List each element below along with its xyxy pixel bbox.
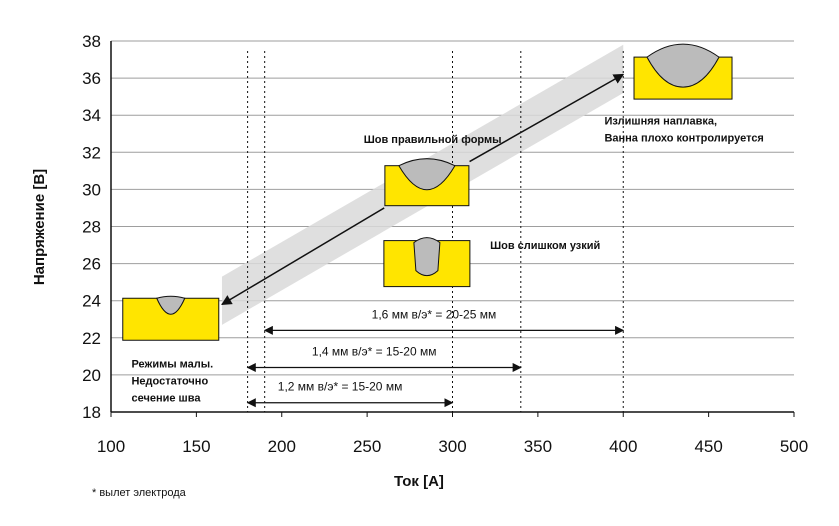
trend-arrows xyxy=(221,73,625,306)
annotation-correct: Шов правильной формы xyxy=(364,134,502,146)
trend-arrow-2 xyxy=(221,207,385,306)
y-tick-label: 28 xyxy=(82,218,101,237)
annotations: Режимы малы. Недостаточно сечение шва Шов п… xyxy=(131,115,763,404)
annotation-line: Недостаточно xyxy=(131,375,208,387)
weld-profile-small xyxy=(122,295,220,341)
weld-profile-narrow xyxy=(383,237,471,288)
trend-arrow-1 xyxy=(469,73,625,163)
footnote: * вылет электрода xyxy=(92,487,187,499)
y-tick-label: 24 xyxy=(82,292,101,311)
x-tick-label: 250 xyxy=(353,437,381,456)
annotation-line: Излишняя наплавка, xyxy=(604,115,717,127)
y-tick-label: 22 xyxy=(82,329,101,348)
annotation-line: Шов слишком узкий xyxy=(490,240,600,252)
y-tick-label: 20 xyxy=(82,366,101,385)
y-tick-label: 26 xyxy=(82,255,101,274)
x-tick-label: 300 xyxy=(438,437,466,456)
x-tick-label: 500 xyxy=(780,437,808,456)
annotation-narrow: Шов слишком узкий xyxy=(490,240,600,252)
x-axis-title: Ток [A] xyxy=(394,473,444,490)
annotation-low: Режимы малы. Недостаточно сечение шва xyxy=(131,358,213,404)
y-tick-label: 34 xyxy=(82,106,101,125)
y-tick-label: 36 xyxy=(82,69,101,88)
weld-bead xyxy=(398,158,456,191)
x-tick-label: 100 xyxy=(97,437,125,456)
x-tick-label: 450 xyxy=(694,437,722,456)
y-tick-label: 30 xyxy=(82,180,101,199)
vertical-markers xyxy=(247,51,624,412)
annotation-excess: Излишняя наплавка, Ванна плохо контролиру… xyxy=(604,115,763,144)
annotation-line: Ванна плохо контролируется xyxy=(604,132,763,144)
x-tick-label: 350 xyxy=(524,437,552,456)
x-tick-label: 200 xyxy=(268,437,296,456)
range-label-1: 1,6 мм в/э* = 20-25 мм xyxy=(372,307,497,321)
weld-bead xyxy=(413,237,441,277)
annotation-line: Шов правильной формы xyxy=(364,134,502,146)
axes: 18 20 22 24 26 28 30 32 34 36 38 100 150 200 250 300 350… xyxy=(82,32,808,456)
range-label-2: 1,4 мм в/э* = 15-20 мм xyxy=(312,344,437,358)
annotation-line: Режимы малы. xyxy=(131,358,213,370)
weld-bead xyxy=(646,43,720,88)
weld-bead xyxy=(156,295,186,315)
range-label-3: 1,2 мм в/э* = 15-20 мм xyxy=(278,380,403,394)
y-axis-title: Напряжение [В] xyxy=(31,169,48,285)
weld-profile-correct xyxy=(384,158,470,207)
weld-profile-excess xyxy=(633,43,733,100)
y-tick-label: 38 xyxy=(82,32,101,51)
y-tick-label: 18 xyxy=(82,403,101,422)
annotation-line: сечение шва xyxy=(131,392,201,404)
y-tick-label: 32 xyxy=(82,143,101,162)
weld-profiles xyxy=(122,43,733,341)
extension-ranges: 1,6 мм в/э* = 20-25 мм 1,4 мм в/э* = 15-2… xyxy=(246,307,625,408)
x-tick-label: 150 xyxy=(182,437,210,456)
x-tick-label: 400 xyxy=(609,437,637,456)
